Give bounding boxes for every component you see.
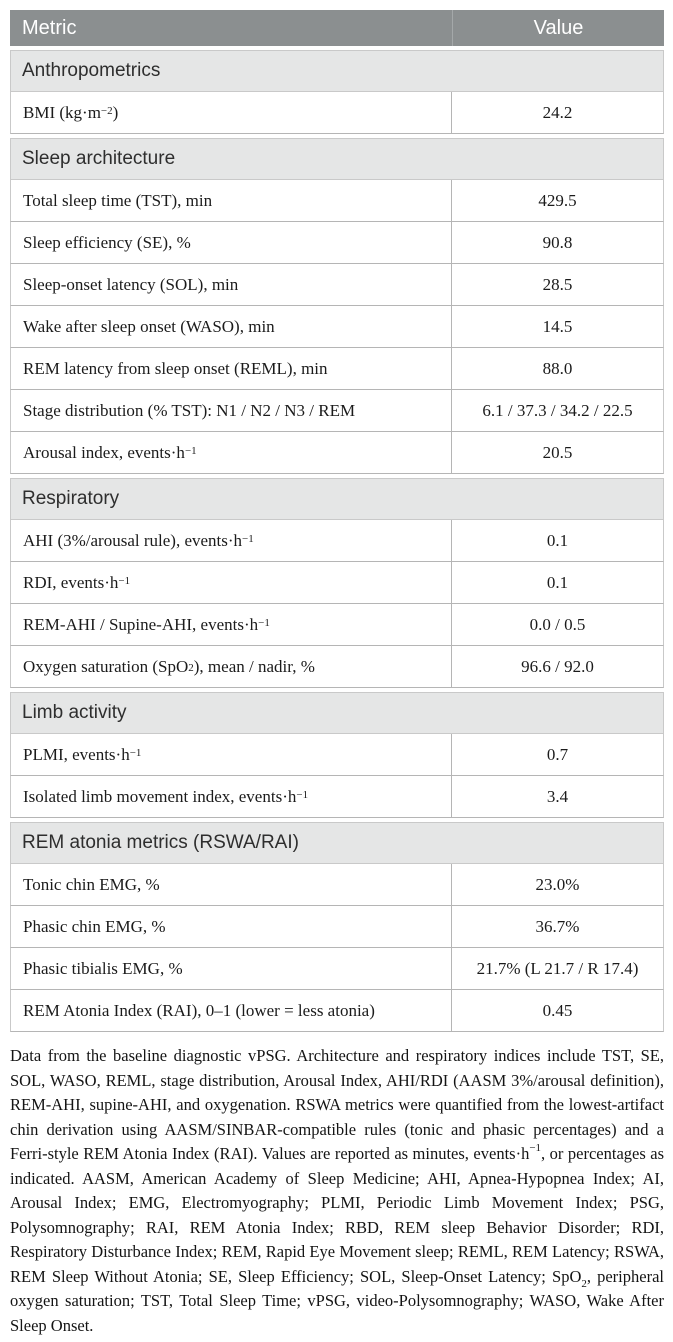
metric-label: Isolated limb movement index, events·h −1 [23,786,309,806]
table-row: PLMI, events·h −1 0.7 [10,734,664,776]
table-row: Arousal index, events·h −1 20.5 [10,432,664,474]
table-row: Oxygen saturation (SpO 2), mean / nadir, … [10,646,664,688]
metric-label: Wake after sleep onset (WASO), min [23,316,275,336]
metric-label: REM Atonia Index (RAI), 0–1 (lower = les… [23,1000,375,1020]
table-row: Tonic chin EMG, % 23.0% [10,864,664,906]
metric-value: 21.7% (L 21.7 / R 17.4) [451,948,663,989]
table-row: REM latency from sleep onset (REML), min… [10,348,664,390]
metric-label: Total sleep time (TST), min [23,190,213,210]
metric-label: AHI (3%/arousal rule), events·h −1 [23,530,254,550]
metric-value: 28.5 [451,264,663,305]
metric-label: REM-AHI / Supine-AHI, events·h −1 [23,614,270,634]
table-row: Stage distribution (% TST): N1 / N2 / N3… [10,390,664,432]
metric-label: Arousal index, events·h −1 [23,442,197,462]
metric-value: 6.1 / 37.3 / 34.2 / 22.5 [451,390,663,431]
table-header-row: Metric Value [10,10,664,46]
table-row: AHI (3%/arousal rule), events·h −1 0.1 [10,520,664,562]
table-row: Phasic chin EMG, % 36.7% [10,906,664,948]
table-row: Sleep efficiency (SE), % 90.8 [10,222,664,264]
metric-value: 0.1 [451,562,663,603]
metric-label: Stage distribution (% TST): N1 / N2 / N3… [23,400,356,420]
table-row: RDI, events·h −1 0.1 [10,562,664,604]
metric-label: RDI, events·h −1 [23,572,131,592]
table-footnote: Data from the baseline diagnostic vPSG. … [10,1046,665,1335]
section-header: REM atonia metrics (RSWA/RAI) [10,822,664,864]
metric-label: Phasic tibialis EMG, % [23,958,183,978]
section-header: Limb activity [10,692,664,734]
metric-value: 0.7 [451,734,663,775]
metric-label: Sleep efficiency (SE), % [23,232,191,252]
metric-value: 0.1 [451,520,663,561]
section-header: Anthropometrics [10,50,664,92]
table-row: Total sleep time (TST), min 429.5 [10,180,664,222]
metric-value: 0.45 [451,990,663,1031]
metric-label: Oxygen saturation (SpO 2), mean / nadir, … [23,656,315,676]
metric-label: PLMI, events·h −1 [23,744,142,764]
metric-value: 36.7% [451,906,663,947]
metric-value: 14.5 [451,306,663,347]
metric-label: Sleep-onset latency (SOL), min [23,274,239,294]
section-header: Respiratory [10,478,664,520]
table-row: Sleep-onset latency (SOL), min 28.5 [10,264,664,306]
metric-label: BMI (kg·m −2) [23,102,119,122]
metric-value: 429.5 [451,180,663,221]
table-row: BMI (kg·m −2) 24.2 [10,92,664,134]
metric-value: 24.2 [451,92,663,133]
metric-value: 23.0% [451,864,663,905]
metric-value: 0.0 / 0.5 [451,604,663,645]
value-column-header: Value [452,10,664,46]
metric-value: 90.8 [451,222,663,263]
table-row: Wake after sleep onset (WASO), min 14.5 [10,306,664,348]
metric-value: 3.4 [451,776,663,817]
table-row: Isolated limb movement index, events·h −1… [10,776,664,818]
metric-column-header: Metric [22,16,77,39]
metric-value: 88.0 [451,348,663,389]
metric-label: Phasic chin EMG, % [23,916,166,936]
table-row: Phasic tibialis EMG, % 21.7% (L 21.7 / R… [10,948,664,990]
metric-value: 96.6 / 92.0 [451,646,663,687]
metric-value: 20.5 [451,432,663,473]
table-row: REM-AHI / Supine-AHI, events·h −1 0.0 / 0… [10,604,664,646]
metric-label: REM latency from sleep onset (REML), min [23,358,328,378]
section-header: Sleep architecture [10,138,664,180]
metric-label: Tonic chin EMG, % [23,874,160,894]
table-row: REM Atonia Index (RAI), 0–1 (lower = les… [10,990,664,1032]
table-body: Anthropometrics BMI (kg·m −2) 24.2 Sleep … [10,50,664,1032]
metrics-table: Metric Value Anthropometrics BMI (kg·m −2… [10,10,664,1032]
